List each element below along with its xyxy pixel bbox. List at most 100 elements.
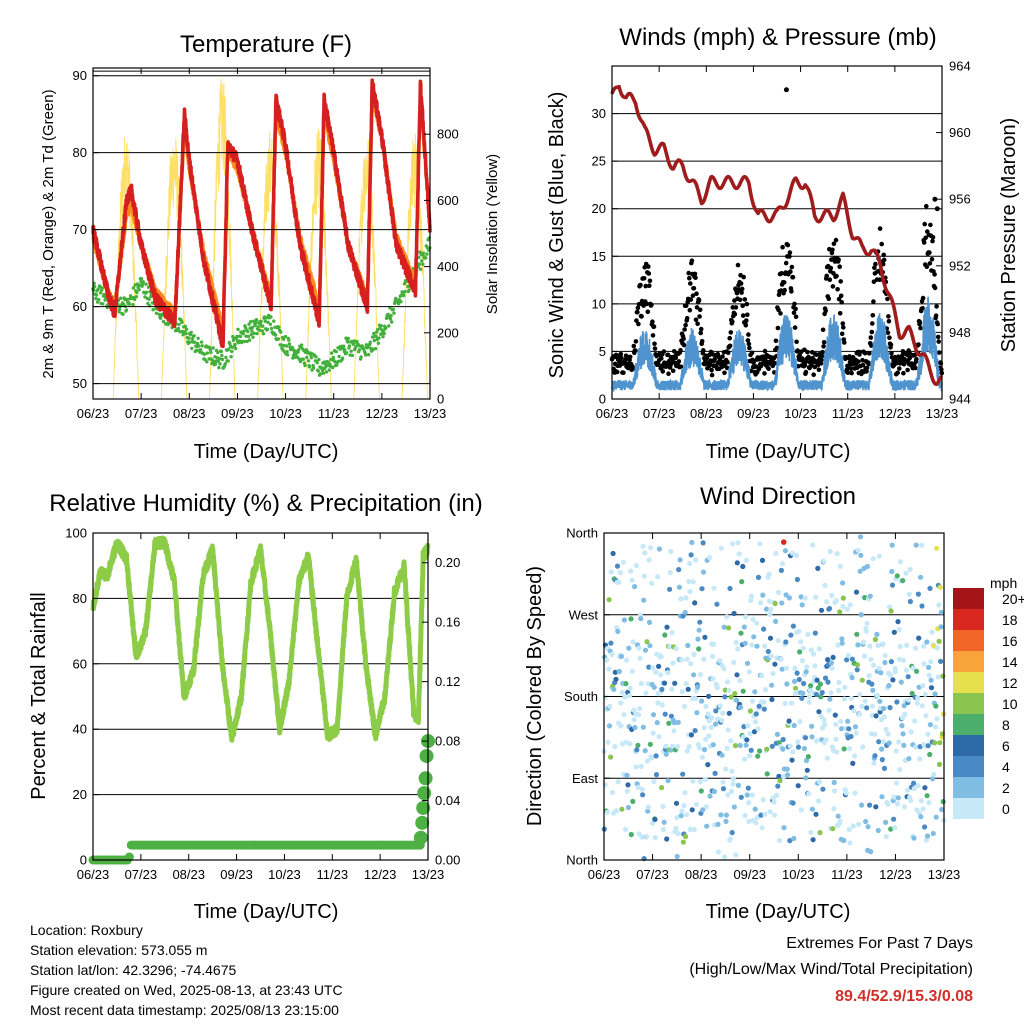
direction-point (903, 667, 910, 673)
dewpoint-point (382, 331, 386, 336)
direction-point (814, 677, 820, 683)
direction-point (653, 753, 659, 759)
gust-point (930, 238, 935, 244)
direction-point (783, 592, 789, 598)
direction-point (913, 744, 919, 750)
direction-point (764, 746, 770, 752)
direction-point (736, 551, 742, 557)
direction-point (924, 639, 930, 645)
gust-point (689, 258, 695, 264)
direction-point (816, 709, 822, 715)
location-text: Location: Roxbury (30, 922, 143, 938)
direction-point (673, 800, 680, 806)
dewpoint-point (379, 324, 383, 328)
direction-point (800, 690, 806, 697)
direction-point (650, 730, 656, 736)
direction-point (938, 624, 944, 630)
dewpoint-point (246, 334, 251, 339)
direction-point (735, 782, 742, 789)
dewpoint-point (283, 334, 288, 339)
direction-point (681, 803, 687, 809)
direction-point (881, 765, 888, 772)
dewpoint-point (374, 334, 378, 338)
dir-y-tick-label: East (572, 771, 598, 786)
direction-point (905, 674, 911, 680)
dewpoint-point (321, 371, 326, 375)
created-text: Figure created on Wed, 2025-08-13, at 23… (30, 982, 343, 998)
dewpoint-point (180, 320, 184, 324)
dewpoint-point (331, 365, 335, 370)
temp-y2-tick-label: 800 (437, 127, 459, 142)
direction-point (766, 571, 772, 577)
rh-x-tick-label: 12/23 (364, 867, 397, 882)
dewpoint-point (402, 293, 406, 298)
direction-point (926, 800, 932, 806)
legend-label: 16 (1002, 633, 1018, 649)
dewpoint-point (256, 325, 260, 329)
gust-point (676, 359, 682, 364)
direction-point (808, 829, 814, 836)
direction-point (618, 723, 624, 729)
wind-plot-frame (611, 65, 943, 400)
direction-point (677, 557, 683, 563)
wind-y2-tick-label: 944 (949, 392, 971, 407)
legend-label: 14 (1002, 654, 1018, 670)
gust-point (636, 321, 641, 327)
direction-point (818, 694, 824, 700)
direction-point (855, 547, 861, 553)
direction-point (776, 773, 782, 780)
direction-point (829, 592, 835, 599)
legend-label: 20+ (1002, 591, 1024, 607)
dewpoint-point (329, 351, 334, 355)
dewpoint-point (100, 286, 104, 290)
speed-legend: mph 0 2 4 6 8 10 12 14 16 18 20+ (953, 575, 1024, 819)
direction-point (727, 585, 733, 592)
direction-point (848, 733, 854, 740)
direction-point (722, 694, 728, 700)
direction-point (828, 690, 834, 696)
gust-point (833, 237, 839, 243)
direction-point (809, 723, 815, 729)
direction-point (864, 563, 871, 570)
direction-point (738, 794, 744, 800)
direction-point (877, 698, 883, 704)
dewpoint-point (281, 337, 286, 341)
gust-point (830, 247, 835, 253)
wind-y-axis-label: Sonic Wind & Gust (Blue, Black) (546, 92, 568, 379)
gust-point (901, 370, 906, 376)
direction-point (854, 667, 860, 673)
gust-point (707, 361, 713, 367)
direction-point (868, 849, 874, 855)
direction-point (610, 550, 616, 557)
direction-point (628, 616, 634, 622)
direction-point (652, 816, 658, 823)
direction-point (646, 619, 653, 626)
direction-point (817, 830, 823, 836)
dewpoint-point (139, 277, 144, 281)
gust-point (782, 287, 787, 293)
direction-point (920, 683, 926, 689)
dewpoint-point (316, 369, 320, 373)
direction-point (807, 687, 813, 694)
direction-point (681, 703, 688, 710)
direction-point (790, 623, 797, 629)
rainfall-point (413, 830, 428, 845)
direction-point (927, 585, 933, 592)
dewpoint-point (279, 343, 283, 347)
temp-x-tick-label: 10/23 (269, 406, 302, 421)
direction-point (669, 743, 676, 749)
direction-point (795, 739, 801, 745)
direction-point (743, 557, 750, 563)
direction-point (892, 669, 899, 675)
direction-point (756, 703, 762, 709)
direction-point (622, 826, 629, 832)
gust-point (739, 286, 745, 292)
direction-point (699, 586, 705, 592)
gust-point (928, 222, 933, 228)
dewpoint-point (183, 324, 188, 328)
direction-point (720, 786, 727, 792)
wind-y2-tick-label: 964 (949, 59, 971, 74)
direction-point (679, 657, 685, 663)
gust-point (795, 348, 800, 353)
dewpoint-point (318, 372, 323, 376)
